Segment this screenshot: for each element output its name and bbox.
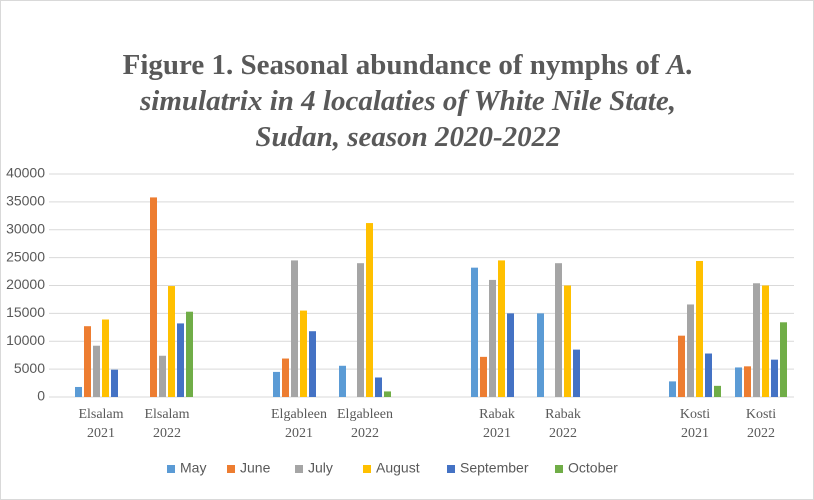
legend-label: June xyxy=(240,460,271,476)
bar xyxy=(471,267,478,397)
legend-label: September xyxy=(460,460,529,476)
y-tick-label: 40000 xyxy=(6,165,45,181)
legend-label: August xyxy=(376,460,420,476)
bar xyxy=(384,391,391,397)
x-tick-label: Rabak 2021 xyxy=(479,407,515,441)
y-tick-label: 5000 xyxy=(14,360,45,376)
legend-swatch xyxy=(295,465,303,473)
title-text: Figure 1. Seasonal abundance of nymphs o… xyxy=(122,49,660,81)
bar xyxy=(498,260,505,397)
bar xyxy=(687,304,694,397)
x-tick-label: Elsalam 2022 xyxy=(144,407,189,441)
bar xyxy=(780,322,787,397)
x-tick-label: Kosti 2021 xyxy=(680,407,710,441)
title-text-italic: A. simulatrix in 4 localaties of White N… xyxy=(139,49,694,153)
legend-swatch xyxy=(227,465,235,473)
x-tick-label: Elsalam 2021 xyxy=(78,407,123,441)
chart-title: Figure 1. Seasonal abundance of nymphs o… xyxy=(113,47,703,155)
bar xyxy=(282,358,289,397)
bar xyxy=(480,356,487,397)
x-tick-label: Rabak 2022 xyxy=(545,407,581,441)
y-tick-label: 0 xyxy=(37,388,45,404)
bar xyxy=(291,260,298,397)
bar xyxy=(186,311,193,397)
bar xyxy=(339,365,346,397)
legend-swatch xyxy=(447,465,455,473)
bar xyxy=(159,355,166,397)
bar xyxy=(75,386,82,397)
bar xyxy=(678,335,685,397)
bar xyxy=(669,381,676,397)
bar xyxy=(705,353,712,397)
bar xyxy=(753,283,760,397)
bar xyxy=(366,223,373,397)
x-tick-label: Kosti 2022 xyxy=(746,407,776,441)
bar xyxy=(168,286,175,397)
y-tick-label: 15000 xyxy=(6,304,45,320)
bar xyxy=(489,279,496,397)
bar xyxy=(507,313,514,397)
y-tick-label: 20000 xyxy=(6,276,45,292)
bar xyxy=(696,260,703,397)
bar xyxy=(714,385,721,397)
bar xyxy=(762,285,769,397)
bar xyxy=(375,377,382,397)
y-tick-label: 35000 xyxy=(6,193,45,209)
bar xyxy=(573,349,580,397)
y-tick-label: 10000 xyxy=(6,332,45,348)
bar xyxy=(93,345,100,397)
bar xyxy=(537,313,544,397)
bar xyxy=(300,310,307,397)
bar xyxy=(273,371,280,397)
bar xyxy=(735,367,742,397)
legend-swatch xyxy=(363,465,371,473)
bar xyxy=(564,285,571,397)
bar xyxy=(84,326,91,397)
y-tick-label: 30000 xyxy=(6,220,45,236)
bar xyxy=(150,197,157,397)
bar xyxy=(309,331,316,397)
bar xyxy=(555,263,562,397)
y-tick-label: 25000 xyxy=(6,248,45,264)
bar xyxy=(102,319,109,397)
legend-label: July xyxy=(308,460,333,476)
bar xyxy=(744,366,751,397)
bar xyxy=(177,323,184,397)
legend-label: May xyxy=(180,460,206,476)
bar xyxy=(771,359,778,397)
legend-swatch xyxy=(555,465,563,473)
legend-label: October xyxy=(568,460,618,476)
x-tick-label: Elgableen 2022 xyxy=(337,407,393,441)
bar xyxy=(357,263,364,397)
bar xyxy=(111,369,118,397)
x-tick-label: Elgableen 2021 xyxy=(271,407,327,441)
legend-swatch xyxy=(167,465,175,473)
